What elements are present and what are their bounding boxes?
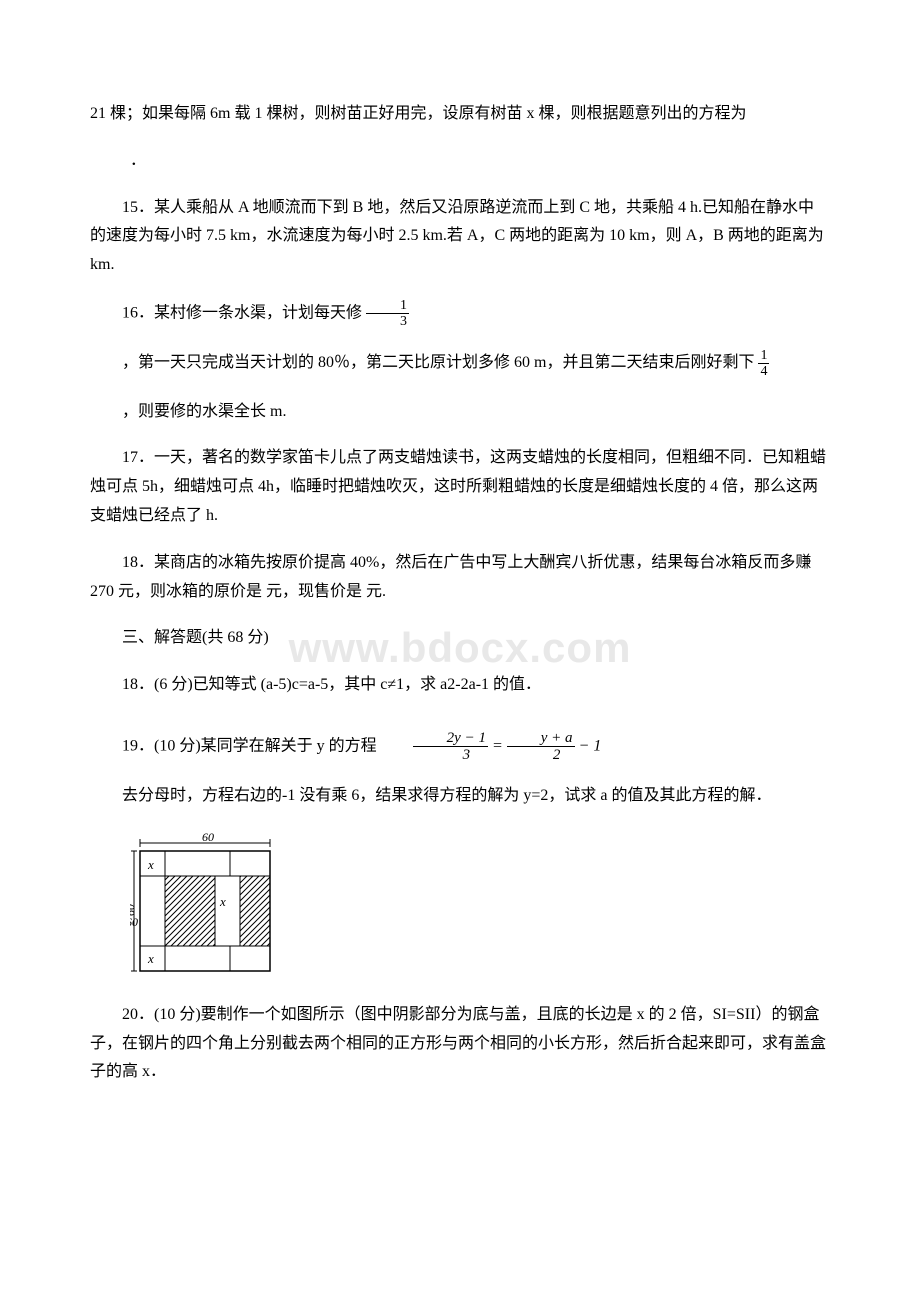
eq-left-den: 3 [413, 747, 488, 764]
question-16-part-c: ，则要修的水渠全长 m. [90, 398, 830, 427]
frac-den: 3 [366, 314, 409, 329]
label-60-left-txt: 60 [130, 915, 138, 929]
frac-num: 1 [366, 298, 409, 314]
question-15: 15．某人乘船从 A 地顺流而下到 B 地，然后又沿原路逆流而上到 C 地，共乘… [90, 194, 830, 280]
box-diagram: 60 60 60 60 x x [130, 831, 830, 981]
question-19-part-a: 19．(10 分)某同学在解关于 y 的方程 2y − 13 = y + a2 … [90, 730, 830, 764]
frac-den: 4 [758, 364, 769, 379]
question-16-part-a: 16．某村修一条水渠，计划每天修 13 [90, 298, 830, 330]
q19-text-a: 19．(10 分)某同学在解关于 y 的方程 [122, 738, 381, 755]
question-19-part-b: 去分母时，方程右边的-1 没有乘 6，结果求得方程的解为 y=2，试求 a 的值… [90, 782, 830, 811]
equation-q19: 2y − 13 = y + a2 − 1 [381, 730, 602, 764]
label-x-mid: x [219, 894, 226, 909]
question-16-part-b: ，第一天只完成当天计划的 80％，第二天比原计划多修 60 m，并且第二天结束后… [90, 348, 830, 380]
diagram-svg: 60 60 60 60 x x [130, 831, 280, 981]
frac-num: 1 [758, 348, 769, 364]
fraction-one-third: 13 [366, 298, 409, 330]
fraction-one-fourth: 14 [758, 348, 769, 380]
q16-text-b: ，第一天只完成当天计划的 80％，第二天比原计划多修 60 m，并且第二天结束后… [90, 354, 758, 371]
eq-right-num: y + a [507, 730, 575, 748]
dot-line: ． [90, 147, 830, 176]
question-20: 20．(10 分)要制作一个如图所示（图中阴影部分为底与盖，且底的长边是 x 的… [90, 1001, 830, 1087]
eq-left-num: 2y − 1 [413, 730, 488, 748]
question-17: 17．一天，著名的数学家笛卡儿点了两支蜡烛读书，这两支蜡烛的长度相同，但粗细不同… [90, 444, 830, 530]
label-x-bl: x [147, 951, 154, 966]
label-x-tl: x [147, 857, 154, 872]
question-18-fill: 18．某商店的冰箱先按原价提高 40%，然后在广告中写上大酬宾八折优惠，结果每台… [90, 549, 830, 607]
eq-equals: = [488, 738, 507, 755]
eq-right-den: 2 [507, 747, 575, 764]
q14-continuation: 21 棵；如果每隔 6m 载 1 棵树，则树苗正好用完，设原有树苗 x 棵，则根… [90, 100, 830, 129]
section-3-heading: 三、解答题(共 68 分) [90, 624, 830, 653]
label-60-top: 60 [202, 831, 214, 844]
q16-text-a: 16．某村修一条水渠，计划每天修 [122, 305, 366, 322]
question-18-solve: 18．(6 分)已知等式 (a-5)c=a-5，其中 c≠1，求 a2-2a-1… [90, 671, 830, 700]
eq-tail: − 1 [575, 738, 602, 755]
document-content: 21 棵；如果每隔 6m 载 1 棵树，则树苗正好用完，设原有树苗 x 棵，则根… [90, 100, 830, 1087]
